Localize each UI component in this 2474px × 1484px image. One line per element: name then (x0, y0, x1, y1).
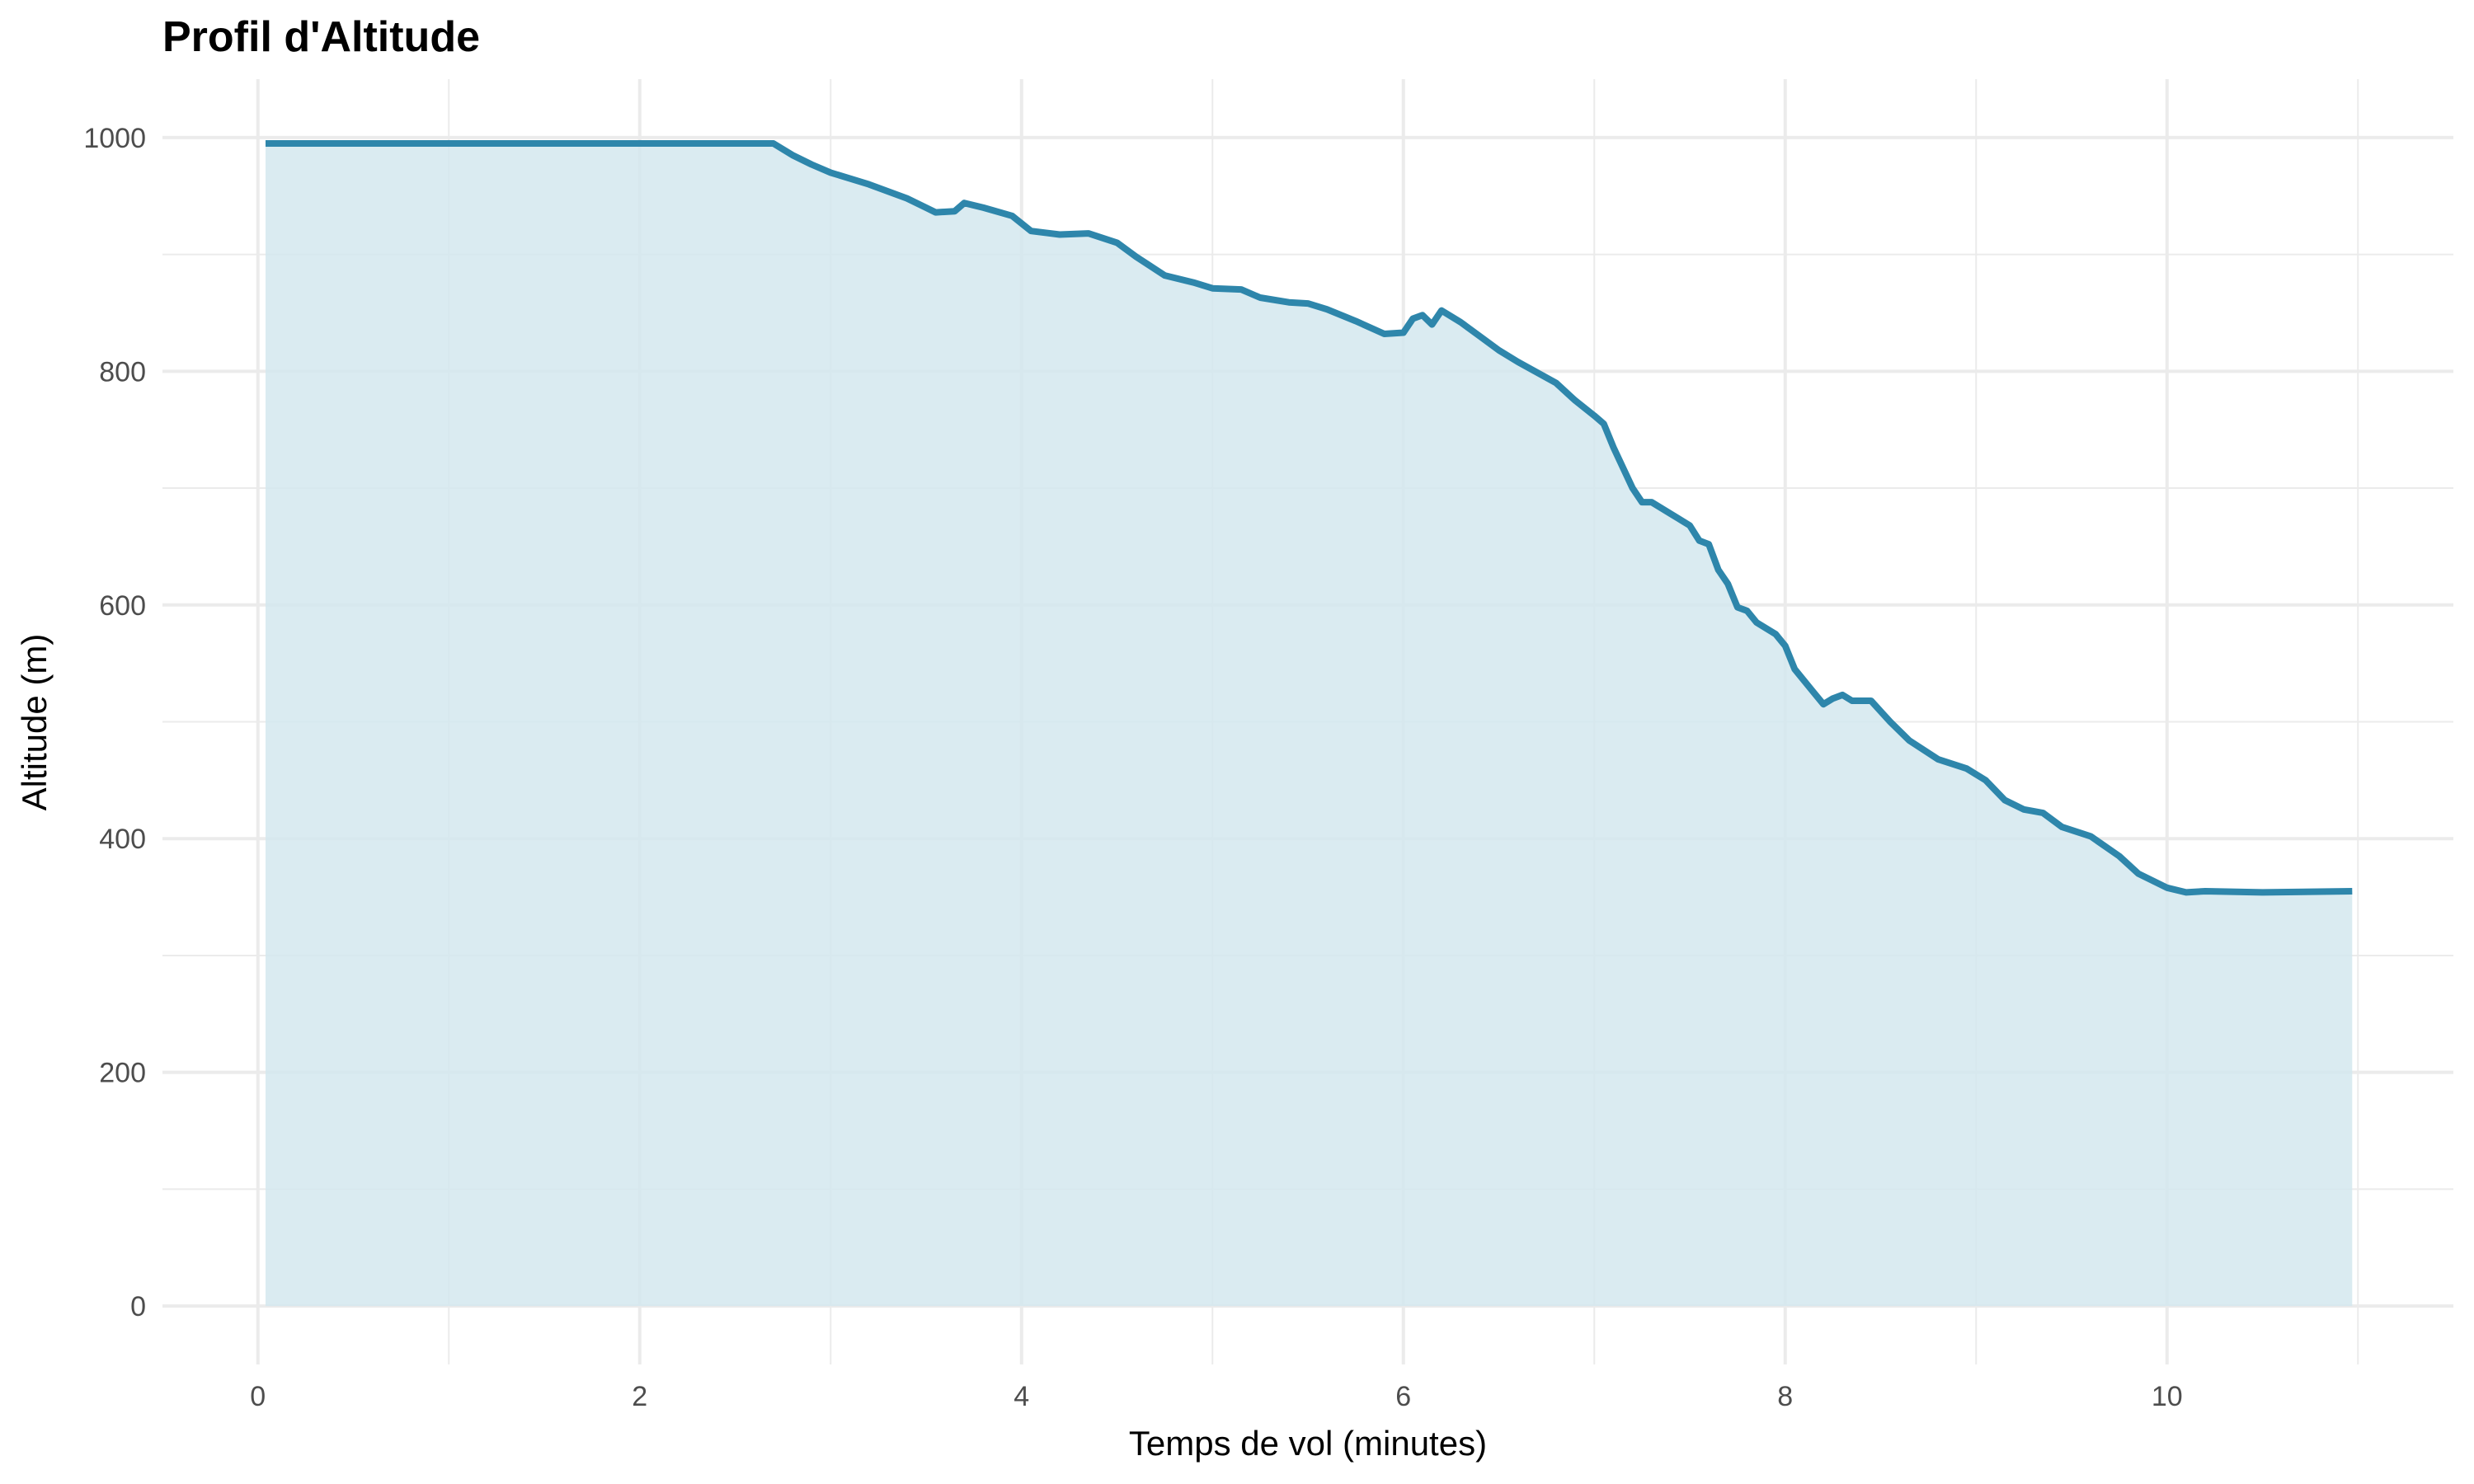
x-tick-label: 8 (1777, 1381, 1793, 1412)
altitude-line (266, 140, 2353, 896)
x-tick-label: 6 (1395, 1381, 1411, 1412)
y-tick-label: 800 (99, 356, 146, 387)
x-axis-title: Temps de vol (minutes) (1129, 1424, 1487, 1463)
x-tick-label: 2 (632, 1381, 647, 1412)
y-tick-labels: 0 200 400 600 800 1000 (83, 123, 146, 1322)
x-tick-labels: 0 2 4 6 8 10 (250, 1381, 2182, 1412)
altitude-area (266, 143, 2353, 1307)
x-tick-label: 10 (2152, 1381, 2183, 1412)
y-tick-label: 200 (99, 1058, 146, 1089)
y-tick-label: 1000 (83, 123, 146, 154)
y-tick-label: 600 (99, 590, 146, 622)
y-axis-title: Altitude (m) (15, 634, 54, 811)
y-tick-label: 0 (130, 1291, 146, 1322)
x-tick-label: 4 (1014, 1381, 1029, 1412)
x-tick-label: 0 (250, 1381, 266, 1412)
chart-title: Profil d'Altitude (162, 13, 480, 61)
y-tick-label: 400 (99, 824, 146, 855)
